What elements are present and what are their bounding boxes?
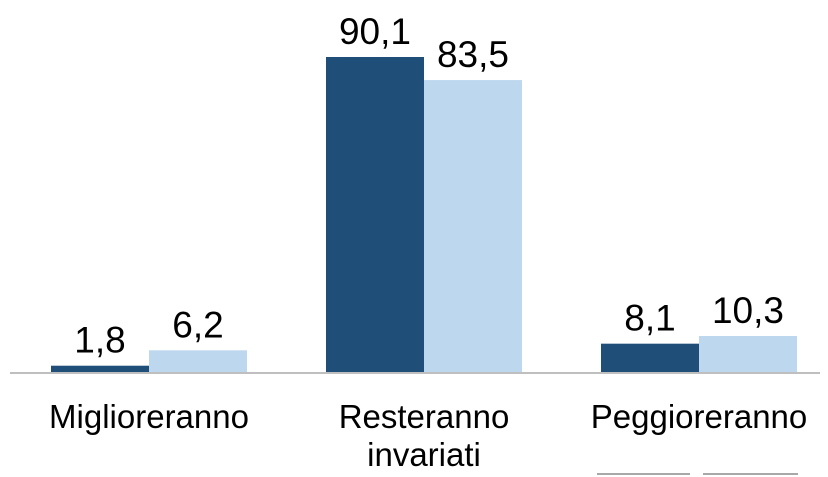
value-label-3-series-2: 10,3 <box>712 290 784 331</box>
bar-3-series-1 <box>601 343 699 372</box>
bar-1-series-1 <box>51 365 149 372</box>
bars-group <box>51 57 797 372</box>
category-label-3: Peggioreranno <box>591 398 808 435</box>
value-label-1-series-1: 1,8 <box>74 320 125 361</box>
category-label-2-line-1: Resteranno <box>339 398 510 435</box>
category-label-1: Miglioreranno <box>49 398 249 435</box>
value-label-2-series-2: 83,5 <box>437 34 509 75</box>
bar-3-series-2 <box>699 335 797 372</box>
bar-2-series-2 <box>424 80 522 372</box>
bar-1-series-2 <box>149 350 247 372</box>
value-label-1-series-2: 6,2 <box>172 304 223 345</box>
value-labels-group: 1,8 6,2 90,1 83,5 8,1 10,3 <box>74 11 784 361</box>
value-label-3-series-1: 8,1 <box>624 298 675 339</box>
bar-2-series-1 <box>326 57 424 372</box>
value-label-2-series-1: 90,1 <box>339 11 411 52</box>
category-label-2-line-2: invariati <box>367 436 481 473</box>
